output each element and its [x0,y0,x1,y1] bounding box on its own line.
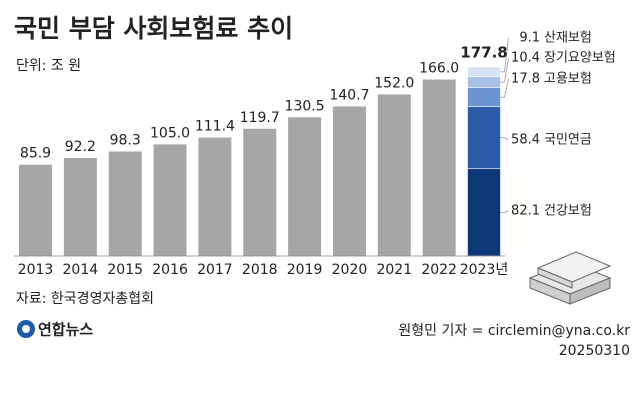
logo-mark-inner [22,325,30,333]
icon-part [537,267,573,289]
value-label: 98.3 [110,133,141,149]
segment-name-label: 장기요양보험 [544,51,616,66]
chart-title: 국민 부담 사회보험료 추이 [14,14,293,43]
value-label: 92.2 [65,139,96,155]
x-tick-label: 2020 [332,262,368,278]
money-icon [528,251,612,305]
bar [153,144,187,256]
segment-value-label: 10.4 [511,51,540,66]
bar [243,128,277,256]
segment-name-label: 국민연금 [544,133,592,148]
x-tick-label: 2021 [376,262,412,278]
value-label: 85.9 [20,146,51,162]
value-label: 140.7 [329,87,369,103]
leader-line [500,78,509,98]
x-tick-label: 2013 [18,262,54,278]
stack-segment [467,76,501,89]
date: 20250310 [559,343,630,359]
bar [63,157,97,256]
unit-label: 단위: 조 원 [16,58,81,74]
segment-value-label: 17.8 [511,72,540,87]
segment-name-label: 고용보험 [544,72,592,87]
leader-line [500,57,509,83]
icon-part [569,277,611,305]
x-tick-label: 2014 [63,262,99,278]
x-tick-label: 2019 [287,262,323,278]
logo-text: 연합뉴스 [38,321,93,339]
value-label: 111.4 [195,119,235,135]
value-label: 130.5 [285,98,325,114]
stack-segment [467,87,501,107]
value-label: 105.0 [150,125,190,141]
bar [108,151,142,256]
leader-line [500,37,509,73]
segment-name-label: 건강보험 [544,204,592,219]
source: 자료: 한국경영자총협회 [16,291,154,307]
segment-value-label: 58.4 [511,133,540,148]
logo: 연합뉴스 [17,320,93,339]
bar [198,137,232,256]
x-tick-label: 2015 [107,262,143,278]
segment-value-label: 9.1 [519,31,540,46]
x-tick-label: 2016 [152,262,188,278]
bar [19,164,52,256]
credit: 원형민 기자 = circlemin@yna.co.kr [398,323,630,339]
value-label: 152.0 [374,75,414,91]
bar [332,106,366,256]
leader-line [500,210,509,213]
segment-name-label: 산재보험 [544,31,592,46]
x-tick-label: 2023년 [460,262,509,278]
leader-line [500,137,509,141]
segment-value-label: 82.1 [511,204,540,219]
stack-segment [467,168,501,257]
x-tick-label: 2018 [242,262,278,278]
total-label: 177.8 [460,43,507,61]
value-label: 166.0 [419,61,459,77]
stack-segment [467,66,501,77]
value-label: 119.7 [240,110,280,126]
x-tick-label: 2022 [421,262,457,278]
bar [377,94,411,256]
x-tick-label: 2017 [197,262,233,278]
bar [288,117,322,256]
bar [422,79,456,257]
stack-segment [467,106,501,170]
